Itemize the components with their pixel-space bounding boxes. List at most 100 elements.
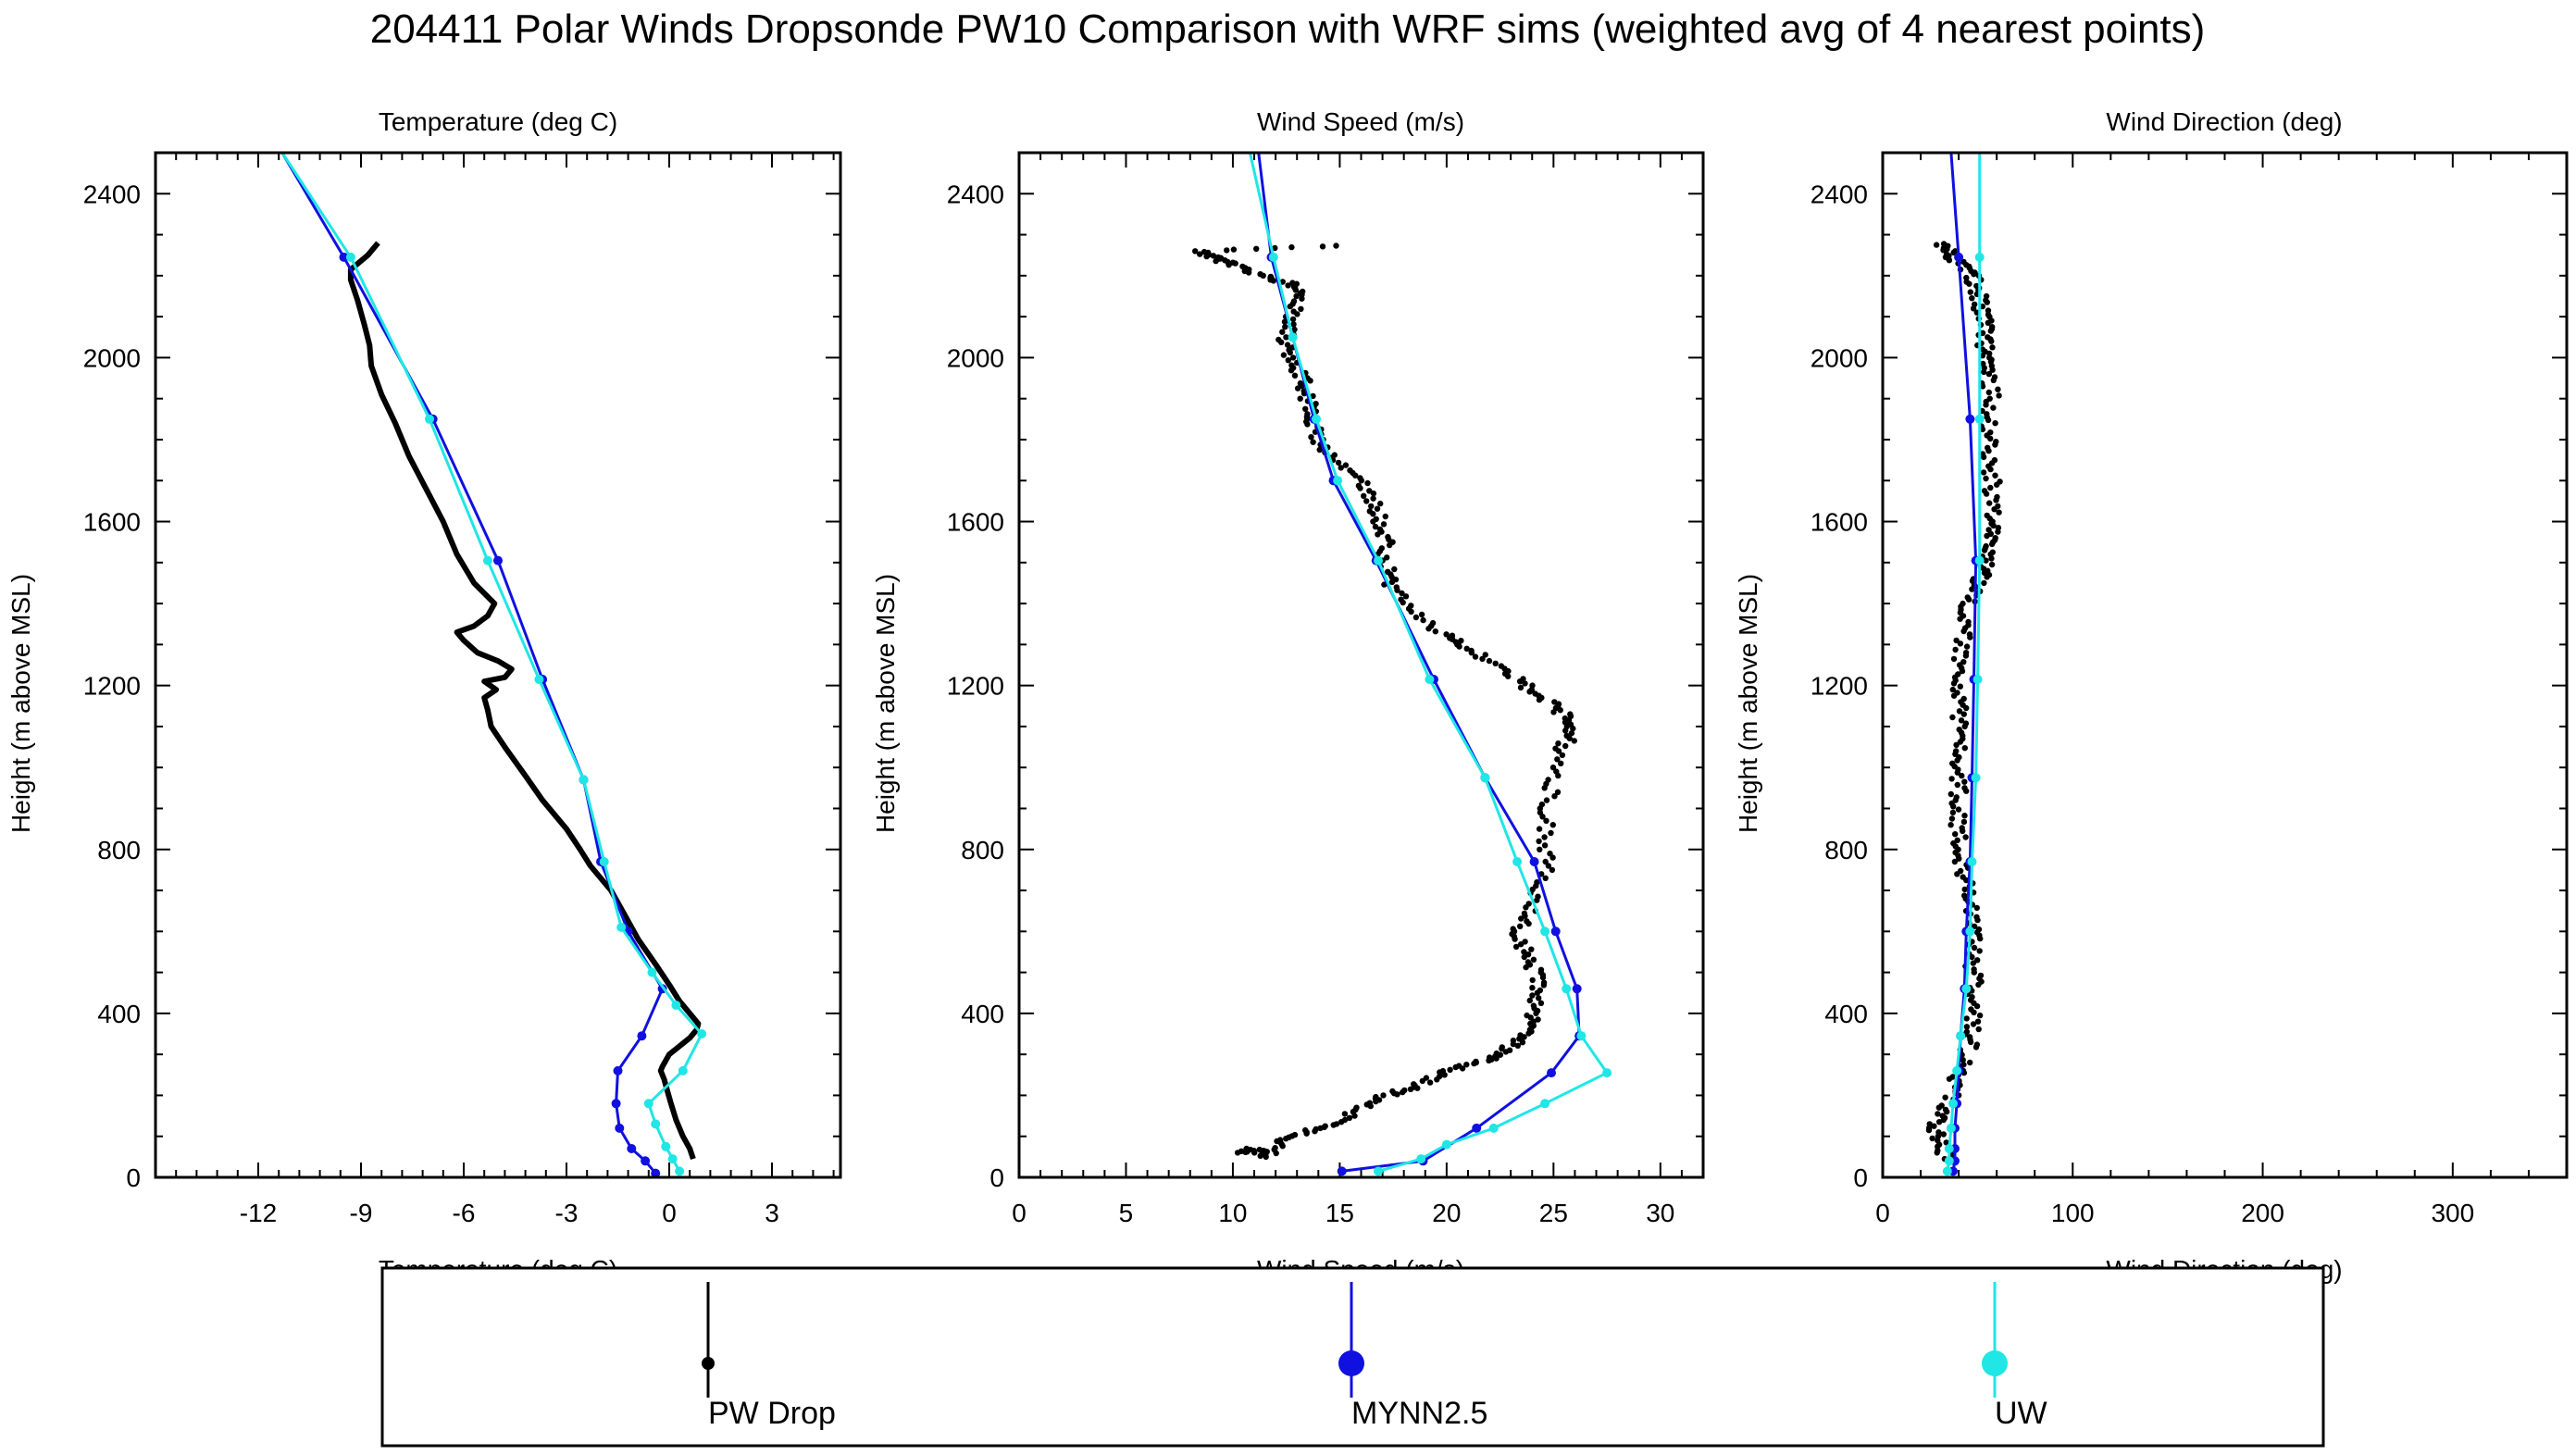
wind-direction-series-pw-drop-point bbox=[1980, 469, 1987, 476]
panel-wind-speed-ylabel: Height (m above MSL) bbox=[871, 574, 900, 833]
wind-speed-series-pw-drop-point bbox=[1547, 851, 1553, 857]
wind-speed-series-pw-drop-point bbox=[1346, 1114, 1353, 1122]
wind-speed-series-mynn-point bbox=[1337, 1166, 1347, 1176]
panel-wind-direction-title: Wind Direction (deg) bbox=[2106, 107, 2342, 136]
wind-direction-series-pw-drop-point bbox=[1985, 334, 1991, 341]
temperature-series-mynn-point bbox=[651, 1168, 661, 1178]
temperature-xtick-label: -12 bbox=[240, 1199, 277, 1227]
wind-direction-series-pw-drop-point bbox=[1960, 258, 1967, 266]
wind-speed-series-pw-drop-point bbox=[1288, 362, 1295, 368]
wind-speed-ytick-label: 1200 bbox=[947, 672, 1004, 701]
wind-speed-series-pw-drop-point bbox=[1376, 526, 1384, 532]
wind-direction-series-pw-drop-point bbox=[1961, 745, 1968, 752]
wind-direction-ytick-label: 2400 bbox=[1811, 180, 1868, 208]
temperature-series-uw-point bbox=[675, 1166, 685, 1176]
wind-direction-series-pw-drop-point bbox=[1987, 484, 1994, 491]
wind-speed-series-pw-drop-point bbox=[1541, 834, 1548, 840]
panel-wind-direction-frame bbox=[1881, 151, 2569, 1179]
wind-speed-series-pw-drop-point bbox=[1521, 949, 1527, 955]
panel-wind-speed-frame bbox=[1017, 151, 1705, 1179]
wind-speed-series-pw-drop-point bbox=[1493, 1050, 1500, 1057]
wind-speed-series-pw-drop-point bbox=[1302, 1126, 1309, 1134]
wind-speed-series-pw-drop-point bbox=[1372, 523, 1379, 530]
wind-speed-series-pw-drop-point bbox=[1230, 246, 1238, 253]
wind-direction-series-uw-point bbox=[1952, 1065, 1962, 1076]
wind-direction-series-pw-drop-point bbox=[1960, 874, 1966, 880]
wind-speed-series-pw-drop-point bbox=[1426, 1079, 1434, 1086]
wind-direction-series-pw-drop-point bbox=[1991, 374, 1998, 380]
wind-speed-series-pw-drop-point bbox=[1548, 829, 1554, 837]
wind-speed-series-pw-drop-point bbox=[1524, 959, 1532, 965]
wind-speed-series-uw-point bbox=[1576, 1031, 1587, 1041]
wind-direction-series-pw-drop-point bbox=[1986, 354, 1993, 361]
wind-speed-series-pw-drop-point bbox=[1534, 879, 1540, 886]
wind-speed-series-pw-drop-point bbox=[1529, 992, 1536, 999]
wind-direction-series-uw-point bbox=[1942, 1166, 1952, 1176]
wind-speed-series-pw-drop-point bbox=[1370, 490, 1377, 497]
wind-speed-series-pw-drop-point bbox=[1391, 566, 1398, 573]
wind-direction-series-pw-drop-point bbox=[1974, 1018, 1982, 1025]
temperature-series-mynn-point bbox=[637, 1031, 647, 1041]
wind-speed-series-pw-drop-point bbox=[1288, 243, 1295, 251]
wind-speed-series-pw-drop-point bbox=[1551, 793, 1558, 800]
wind-direction-series-pw-drop-point bbox=[1971, 966, 1977, 973]
wind-direction-series-pw-drop-point bbox=[1975, 926, 1983, 933]
wind-direction-series-pw-drop-point bbox=[1989, 549, 1996, 555]
wind-speed-series-pw-drop-point bbox=[1363, 498, 1370, 504]
wind-speed-xtick-label: 5 bbox=[1119, 1199, 1134, 1227]
wind-speed-series-pw-drop-point bbox=[1364, 479, 1371, 487]
wind-direction-series-pw-drop-point bbox=[1986, 395, 1993, 402]
wind-speed-series-pw-drop-point bbox=[1468, 647, 1475, 654]
wind-direction-series-pw-drop-point bbox=[1949, 686, 1956, 693]
wind-speed-xtick-label: 15 bbox=[1325, 1199, 1354, 1227]
wind-speed-series-pw-drop-point bbox=[1411, 1081, 1417, 1088]
wind-speed-series-uw-point bbox=[1441, 1139, 1451, 1150]
wind-speed-series-pw-drop-point bbox=[1520, 676, 1526, 682]
wind-direction-series-uw-point bbox=[1974, 252, 1985, 262]
wind-speed-series-pw-drop-point bbox=[1322, 1123, 1328, 1129]
wind-speed-series-pw-drop-point bbox=[1380, 521, 1388, 528]
wind-direction-series-pw-drop-point bbox=[1970, 1021, 1977, 1027]
wind-speed-series-pw-drop-point bbox=[1333, 242, 1339, 249]
wind-speed-series-uw-point bbox=[1374, 555, 1383, 566]
wind-speed-series-pw-drop-point bbox=[1429, 619, 1437, 627]
wind-speed-series-uw-point bbox=[1540, 926, 1550, 937]
temperature-ytick-label: 2400 bbox=[83, 180, 141, 208]
wind-speed-series-pw-drop-point bbox=[1302, 405, 1309, 412]
legend: PW Drop MYNN2.5 UW bbox=[380, 1266, 2325, 1448]
wind-direction-series-pw-drop-point bbox=[1975, 1026, 1982, 1033]
wind-direction-series-pw-drop-point bbox=[1993, 439, 1999, 445]
wind-speed-series-pw-drop-point bbox=[1290, 321, 1297, 328]
wind-speed-series-uw-point bbox=[1540, 1099, 1550, 1109]
panel-wind-direction-plot bbox=[1925, 152, 2003, 1176]
wind-speed-series-pw-drop-point bbox=[1279, 279, 1287, 285]
wind-speed-series-pw-drop-point bbox=[1521, 910, 1528, 917]
wind-speed-series-uw-point bbox=[1425, 675, 1435, 684]
temperature-series-uw-point bbox=[671, 1001, 681, 1010]
wind-speed-series-pw-drop-point bbox=[1514, 1042, 1522, 1050]
wind-speed-series-pw-drop-point bbox=[1540, 979, 1548, 986]
panel-wind-speed-ticks: 0 400 800 1200 1600 2000 2400 0 5 10 15 20 25 30 bbox=[947, 152, 1704, 1227]
wind-speed-series-pw-drop-point bbox=[1290, 298, 1298, 305]
wind-speed-series-pw-drop-point bbox=[1545, 777, 1551, 783]
wind-speed-series-pw-drop-point bbox=[1389, 1088, 1396, 1095]
wind-direction-series-pw-drop-point bbox=[1973, 914, 1980, 920]
wind-speed-series-pw-drop-point bbox=[1551, 699, 1558, 705]
wind-speed-series-pw-drop-point bbox=[1361, 492, 1367, 499]
wind-direction-series-uw-point bbox=[1974, 555, 1985, 566]
wind-direction-series-pw-drop-point bbox=[1935, 1111, 1941, 1117]
wind-speed-series-pw-drop-point bbox=[1510, 926, 1516, 932]
wind-speed-xtick-label: 25 bbox=[1539, 1199, 1568, 1227]
wind-direction-series-pw-drop-point bbox=[1956, 708, 1963, 715]
wind-speed-series-pw-drop-point bbox=[1524, 951, 1532, 958]
wind-speed-series-pw-drop-point bbox=[1517, 684, 1524, 691]
wind-speed-series-pw-drop-point bbox=[1378, 545, 1386, 552]
wind-speed-series-pw-drop-point bbox=[1526, 997, 1534, 1004]
wind-speed-series-pw-drop-point bbox=[1535, 893, 1541, 900]
wind-speed-series-pw-drop-point bbox=[1449, 632, 1456, 639]
wind-speed-series-pw-drop-point bbox=[1304, 411, 1311, 417]
wind-direction-series-pw-drop-point bbox=[1952, 248, 1959, 255]
wind-speed-series-pw-drop-point bbox=[1524, 1012, 1530, 1019]
wind-direction-series-pw-drop-point bbox=[1953, 748, 1960, 754]
